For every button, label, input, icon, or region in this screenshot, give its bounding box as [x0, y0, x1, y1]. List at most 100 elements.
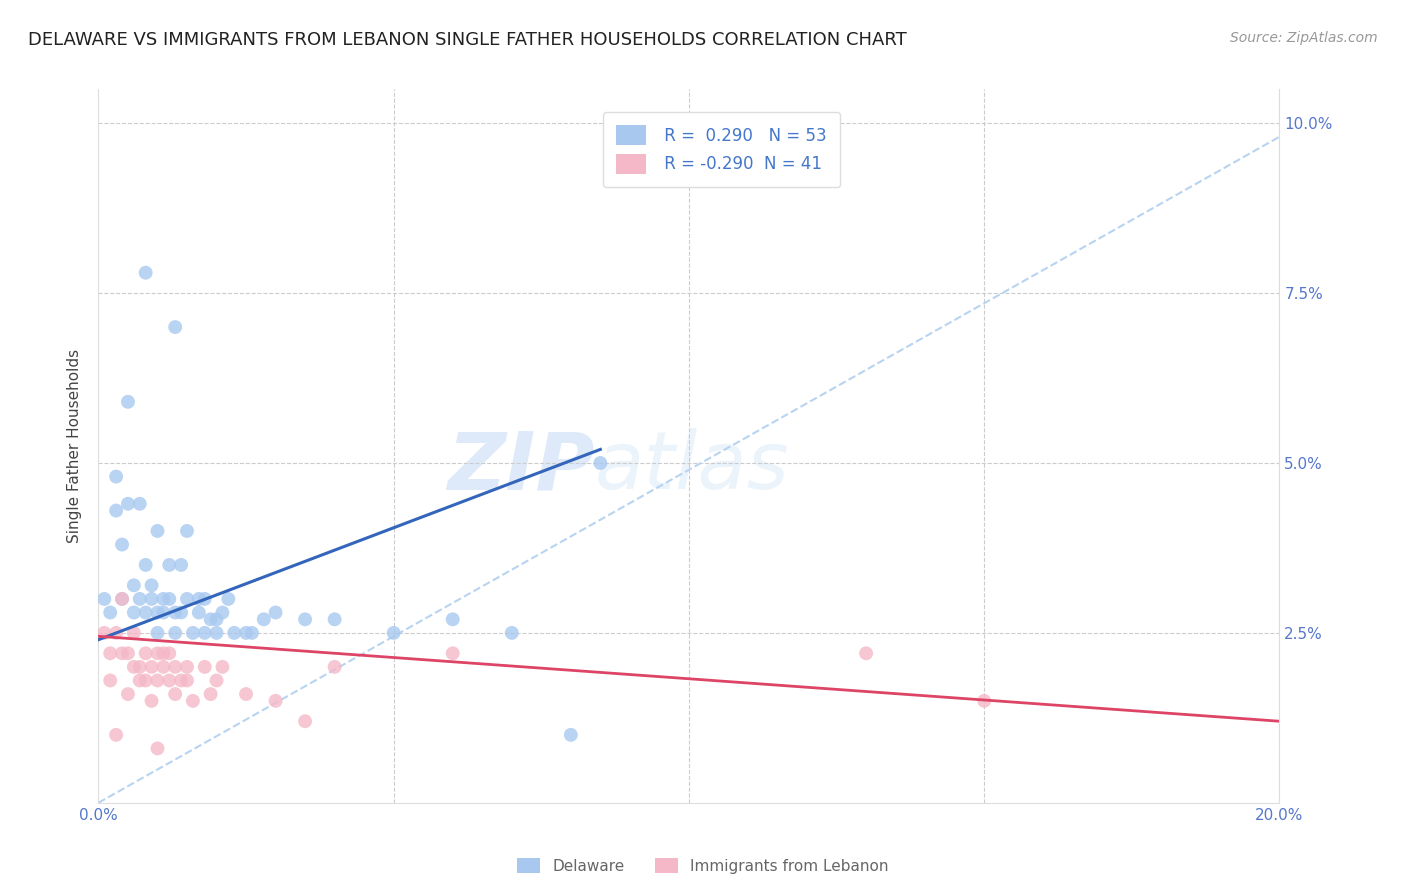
Point: [264, 694, 287, 708]
Point: [128, 660, 150, 674]
Point: [117, 497, 139, 511]
Point: [200, 687, 222, 701]
Legend:  R =  0.290   N = 53,  R = -0.290  N = 41: R = 0.290 N = 53, R = -0.290 N = 41: [603, 112, 841, 187]
Point: [194, 626, 217, 640]
Point: [217, 591, 239, 606]
Point: [122, 606, 145, 620]
Point: [194, 591, 217, 606]
Point: [135, 266, 157, 280]
Point: [93, 591, 115, 606]
Text: Source: ZipAtlas.com: Source: ZipAtlas.com: [1230, 31, 1378, 45]
Point: [117, 687, 139, 701]
Point: [224, 626, 246, 640]
Point: [441, 612, 464, 626]
Point: [141, 660, 163, 674]
Point: [135, 646, 157, 660]
Point: [122, 626, 145, 640]
Point: [187, 606, 209, 620]
Point: [117, 646, 139, 660]
Point: [170, 606, 193, 620]
Point: [294, 612, 316, 626]
Point: [176, 660, 198, 674]
Point: [98, 606, 121, 620]
Point: [135, 673, 157, 688]
Point: [152, 660, 174, 674]
Point: [205, 626, 228, 640]
Y-axis label: Single Father Households: Single Father Households: [67, 349, 83, 543]
Point: [152, 591, 174, 606]
Point: [323, 612, 346, 626]
Point: [264, 606, 287, 620]
Point: [382, 626, 405, 640]
Point: [205, 673, 228, 688]
Point: [111, 591, 134, 606]
Point: [98, 646, 121, 660]
Point: [165, 320, 187, 334]
Point: [165, 687, 187, 701]
Text: ZIP: ZIP: [447, 428, 595, 507]
Point: [165, 606, 187, 620]
Point: [441, 646, 464, 660]
Point: [176, 591, 198, 606]
Legend: Delaware, Immigrants from Lebanon: Delaware, Immigrants from Lebanon: [512, 852, 894, 880]
Point: [157, 591, 180, 606]
Point: [294, 714, 316, 729]
Point: [122, 578, 145, 592]
Point: [128, 673, 150, 688]
Point: [187, 591, 209, 606]
Point: [181, 626, 204, 640]
Point: [165, 660, 187, 674]
Point: [105, 728, 128, 742]
Point: [170, 558, 193, 572]
Point: [135, 606, 157, 620]
Text: atlas: atlas: [595, 428, 789, 507]
Point: [181, 694, 204, 708]
Point: [146, 606, 169, 620]
Point: [501, 626, 523, 640]
Point: [117, 394, 139, 409]
Point: [128, 591, 150, 606]
Point: [146, 741, 169, 756]
Point: [111, 591, 134, 606]
Point: [146, 646, 169, 660]
Point: [93, 626, 115, 640]
Point: [176, 524, 198, 538]
Point: [157, 673, 180, 688]
Point: [235, 626, 257, 640]
Point: [152, 606, 174, 620]
Point: [111, 537, 134, 551]
Point: [205, 612, 228, 626]
Point: [170, 673, 193, 688]
Point: [98, 673, 121, 688]
Point: [211, 660, 233, 674]
Point: [194, 660, 217, 674]
Point: [152, 646, 174, 660]
Point: [323, 660, 346, 674]
Point: [105, 469, 128, 483]
Point: [165, 626, 187, 640]
Point: [560, 728, 582, 742]
Point: [128, 497, 150, 511]
Point: [589, 456, 612, 470]
Point: [176, 673, 198, 688]
Point: [211, 606, 233, 620]
Point: [200, 612, 222, 626]
Text: DELAWARE VS IMMIGRANTS FROM LEBANON SINGLE FATHER HOUSEHOLDS CORRELATION CHART: DELAWARE VS IMMIGRANTS FROM LEBANON SING…: [28, 31, 907, 49]
Point: [141, 578, 163, 592]
Point: [240, 626, 263, 640]
Point: [235, 687, 257, 701]
Point: [253, 612, 276, 626]
Point: [855, 646, 877, 660]
Point: [111, 646, 134, 660]
Point: [146, 673, 169, 688]
Point: [141, 591, 163, 606]
Point: [105, 503, 128, 517]
Point: [157, 558, 180, 572]
Point: [157, 646, 180, 660]
Point: [135, 558, 157, 572]
Point: [105, 626, 128, 640]
Point: [973, 694, 995, 708]
Point: [146, 524, 169, 538]
Point: [141, 694, 163, 708]
Point: [146, 626, 169, 640]
